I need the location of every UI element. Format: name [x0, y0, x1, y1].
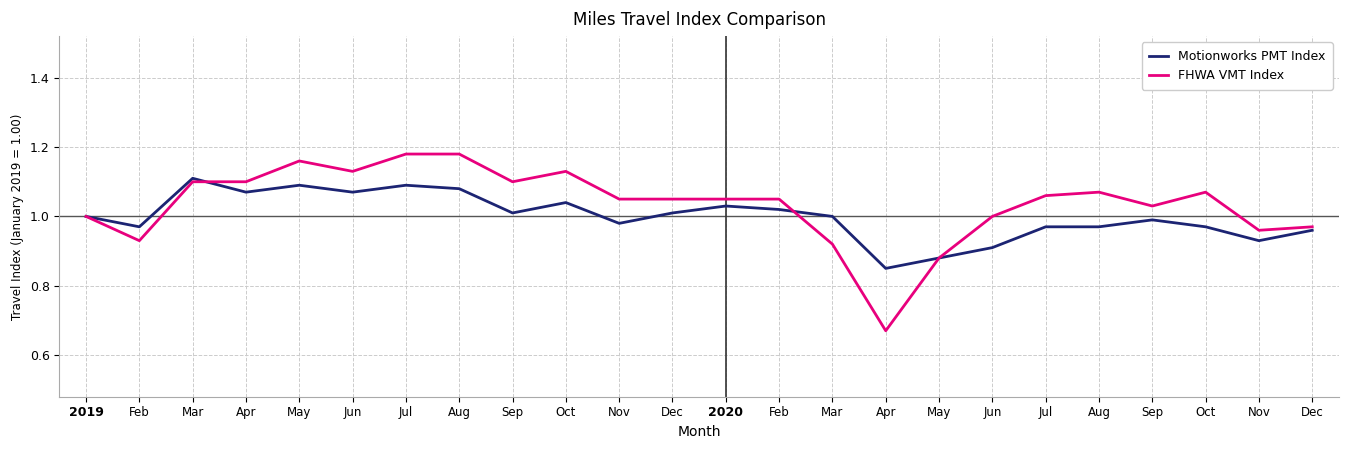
FHWA VMT Index	[505, 179, 521, 184]
FHWA VMT Index	[398, 151, 414, 157]
Motionworks PMT Index	[78, 214, 94, 219]
Motionworks PMT Index	[931, 255, 948, 261]
FHWA VMT Index	[1038, 193, 1054, 198]
FHWA VMT Index	[1197, 189, 1214, 195]
Motionworks PMT Index	[878, 266, 894, 271]
Motionworks PMT Index	[984, 245, 1000, 250]
Legend: Motionworks PMT Index, FHWA VMT Index: Motionworks PMT Index, FHWA VMT Index	[1142, 42, 1332, 90]
Motionworks PMT Index	[344, 189, 360, 195]
X-axis label: Month: Month	[678, 425, 721, 439]
FHWA VMT Index	[1091, 189, 1107, 195]
Motionworks PMT Index	[451, 186, 467, 191]
FHWA VMT Index	[878, 328, 894, 333]
FHWA VMT Index	[185, 179, 201, 184]
Line: Motionworks PMT Index: Motionworks PMT Index	[86, 178, 1312, 268]
FHWA VMT Index	[238, 179, 254, 184]
Motionworks PMT Index	[131, 224, 147, 230]
Motionworks PMT Index	[238, 189, 254, 195]
Motionworks PMT Index	[558, 200, 574, 205]
Motionworks PMT Index	[292, 183, 308, 188]
FHWA VMT Index	[292, 158, 308, 164]
FHWA VMT Index	[1304, 224, 1320, 230]
Motionworks PMT Index	[1251, 238, 1268, 243]
Motionworks PMT Index	[825, 214, 841, 219]
FHWA VMT Index	[718, 196, 734, 202]
Motionworks PMT Index	[1145, 217, 1161, 223]
FHWA VMT Index	[451, 151, 467, 157]
Motionworks PMT Index	[505, 210, 521, 216]
Line: FHWA VMT Index: FHWA VMT Index	[86, 154, 1312, 331]
Motionworks PMT Index	[1091, 224, 1107, 230]
Y-axis label: Travel Index (January 2019 = 1.00): Travel Index (January 2019 = 1.00)	[11, 113, 24, 320]
FHWA VMT Index	[344, 169, 360, 174]
FHWA VMT Index	[825, 242, 841, 247]
Motionworks PMT Index	[1304, 228, 1320, 233]
Motionworks PMT Index	[185, 176, 201, 181]
FHWA VMT Index	[771, 196, 787, 202]
Motionworks PMT Index	[771, 207, 787, 212]
Motionworks PMT Index	[612, 220, 628, 226]
Motionworks PMT Index	[398, 183, 414, 188]
Title: Miles Travel Index Comparison: Miles Travel Index Comparison	[572, 11, 826, 29]
Motionworks PMT Index	[664, 210, 680, 216]
FHWA VMT Index	[612, 196, 628, 202]
Motionworks PMT Index	[1197, 224, 1214, 230]
FHWA VMT Index	[984, 214, 1000, 219]
FHWA VMT Index	[558, 169, 574, 174]
FHWA VMT Index	[1251, 228, 1268, 233]
FHWA VMT Index	[1145, 203, 1161, 209]
Motionworks PMT Index	[1038, 224, 1054, 230]
FHWA VMT Index	[664, 196, 680, 202]
FHWA VMT Index	[931, 255, 948, 261]
FHWA VMT Index	[131, 238, 147, 243]
FHWA VMT Index	[78, 214, 94, 219]
Motionworks PMT Index	[718, 203, 734, 209]
